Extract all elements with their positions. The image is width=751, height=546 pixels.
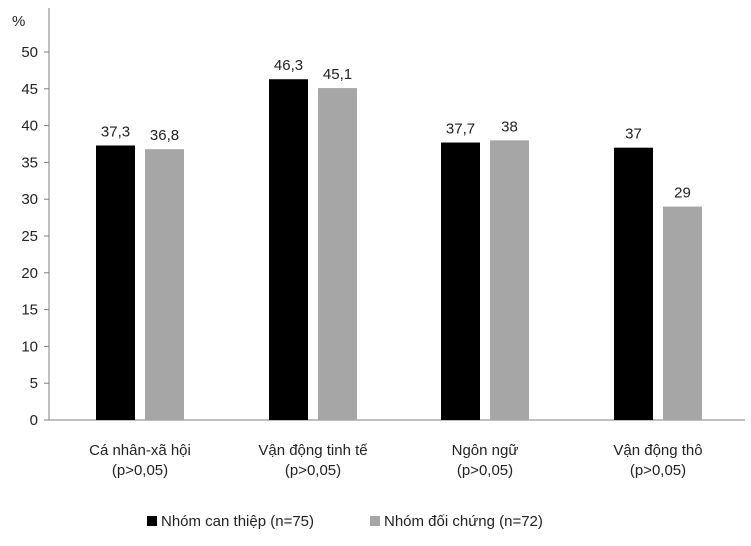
y-tick-label: 0 xyxy=(30,412,38,429)
data-label: 38 xyxy=(501,118,518,135)
bar-control xyxy=(145,149,184,421)
legend-label: Nhóm can thiệp (n=75) xyxy=(161,513,314,530)
bar-intervention xyxy=(96,145,135,421)
x-category-label: Vận động thô xyxy=(613,442,702,459)
data-label: 45,1 xyxy=(323,66,352,83)
bar-intervention xyxy=(269,79,308,421)
bar-intervention xyxy=(441,142,480,420)
y-tick-label: 15 xyxy=(21,302,38,319)
bar-control xyxy=(490,140,529,420)
y-tick-label: 40 xyxy=(21,118,38,135)
y-tick-label: 25 xyxy=(21,228,38,245)
bar-intervention xyxy=(614,147,653,420)
data-label: 46,3 xyxy=(274,57,303,74)
y-tick-label: 5 xyxy=(30,375,38,392)
data-label: 36,8 xyxy=(150,127,179,144)
x-category-label: (p>0,05) xyxy=(457,462,513,479)
y-tick-label: 10 xyxy=(21,338,38,355)
y-tick-label: 45 xyxy=(21,81,38,98)
legend-label: Nhóm đối chứng (n=72) xyxy=(384,513,543,530)
data-label: 37 xyxy=(625,126,642,143)
bar-control xyxy=(663,206,702,420)
x-category-label: (p>0,05) xyxy=(112,462,168,479)
data-label: 37,7 xyxy=(446,121,475,138)
x-category-label: Ngôn ngữ xyxy=(452,442,519,459)
y-tick-label: 20 xyxy=(21,265,38,282)
x-category-label: Vận động tinh tế xyxy=(258,442,368,459)
data-label: 37,3 xyxy=(101,123,130,140)
x-category-label: Cá nhân-xã hội xyxy=(89,442,191,459)
y-tick-label: 50 xyxy=(21,44,38,61)
y-tick-label: 35 xyxy=(21,154,38,171)
data-label: 29 xyxy=(674,185,691,202)
bar-control xyxy=(318,88,357,421)
y-axis-unit-label: % xyxy=(12,13,25,30)
legend-swatch-control xyxy=(370,516,380,526)
x-category-label: (p>0,05) xyxy=(285,462,341,479)
legend-swatch-intervention xyxy=(147,516,157,526)
x-category-label: (p>0,05) xyxy=(630,462,686,479)
y-tick-label: 30 xyxy=(21,191,38,208)
